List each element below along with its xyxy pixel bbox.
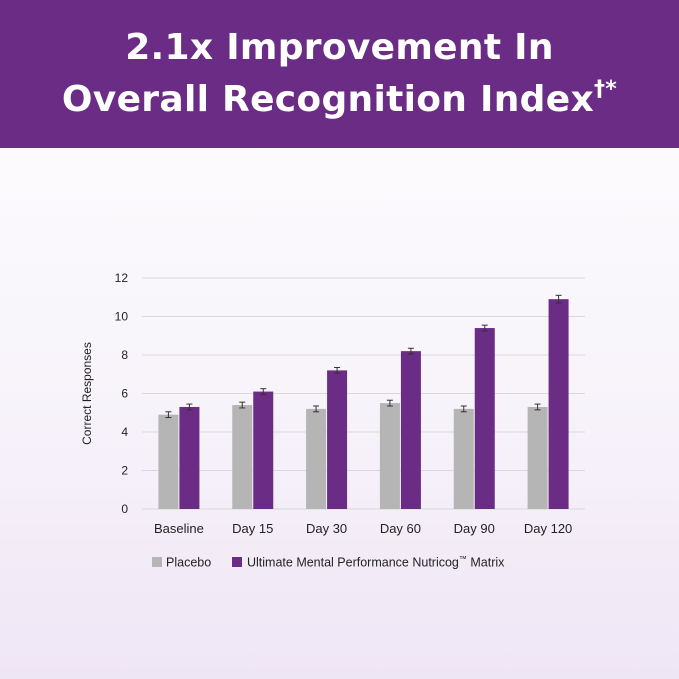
- y-tick-0: 0: [121, 502, 128, 516]
- error-bar-placebo-3: [386, 399, 393, 407]
- error-bar-treatment-1: [260, 388, 267, 395]
- bar-placebo-1: [232, 405, 253, 509]
- headline-line-1: 2.1x Improvement In: [125, 27, 554, 68]
- bar-treatment-1: [253, 391, 274, 509]
- x-tick-1: Day 15: [232, 521, 273, 536]
- error-bar-placebo-1: [239, 401, 246, 409]
- legend-swatch-treatment: [232, 557, 242, 567]
- legend-label-placebo: Placebo: [166, 556, 211, 570]
- bar-placebo-2: [306, 408, 327, 509]
- bar-treatment-5: [548, 299, 569, 509]
- bar-treatment-2: [327, 370, 348, 509]
- gridlines: [142, 277, 585, 510]
- x-tick-0: Baseline: [154, 521, 204, 536]
- legend-label-treatment-suffix: Matrix: [467, 556, 505, 570]
- error-bar-treatment-5: [555, 294, 562, 304]
- x-tick-3: Day 60: [380, 521, 421, 536]
- error-bar-treatment-0: [186, 403, 193, 411]
- bar-placebo-3: [379, 403, 400, 509]
- bar-placebo-4: [453, 408, 474, 509]
- y-tick-10: 10: [115, 310, 129, 324]
- legend-swatch-placebo: [152, 557, 162, 567]
- bar-chart: 0 2 4 6 8 10 12 Baseline Day 15 Day 30 Day 60 Day …: [80, 271, 585, 570]
- y-tick-8: 8: [121, 348, 128, 362]
- x-tick-2: Day 30: [306, 521, 347, 536]
- error-bar-treatment-3: [407, 347, 414, 355]
- bar-placebo-5: [527, 406, 548, 509]
- bar-treatment-0: [179, 406, 200, 509]
- bar-placebo-0: [158, 414, 179, 509]
- headline-banner: 2.1x Improvement In Overall Recognition …: [0, 0, 679, 148]
- y-axis-label: Correct Responses: [80, 342, 94, 445]
- headline-line-2: Overall Recognition Index†*: [62, 70, 617, 122]
- legend-label-treatment-name: Ultimate Mental Performance Nutricog: [247, 556, 459, 570]
- legend: Placebo Ultimate Mental Performance Nutr…: [152, 555, 505, 570]
- error-bar-placebo-2: [313, 405, 320, 413]
- error-bars: [165, 294, 562, 419]
- bars: [158, 299, 569, 509]
- legend-label-treatment: Ultimate Mental Performance Nutricog™ Ma…: [247, 555, 505, 570]
- error-bar-treatment-2: [334, 367, 341, 374]
- error-bar-treatment-4: [481, 324, 488, 332]
- headline-footnote-marks: †*: [593, 77, 618, 102]
- y-tick-6: 6: [121, 387, 128, 401]
- y-tick-4: 4: [121, 425, 128, 439]
- error-bar-placebo-0: [165, 411, 172, 419]
- y-tick-labels: 0 2 4 6 8 10 12: [115, 271, 129, 516]
- error-bar-placebo-4: [460, 405, 467, 413]
- error-bar-placebo-5: [534, 403, 541, 411]
- x-tick-5: Day 120: [524, 521, 572, 536]
- x-tick-4: Day 90: [454, 521, 495, 536]
- legend-label-treatment-mark: ™: [459, 555, 467, 564]
- x-tick-labels: Baseline Day 15 Day 30 Day 60 Day 90 Day 120: [154, 521, 572, 536]
- y-tick-12: 12: [115, 271, 129, 285]
- y-tick-2: 2: [121, 464, 128, 478]
- headline-line-2-text: Overall Recognition Index: [61, 79, 594, 120]
- bar-treatment-3: [400, 351, 421, 509]
- bar-treatment-4: [474, 328, 495, 509]
